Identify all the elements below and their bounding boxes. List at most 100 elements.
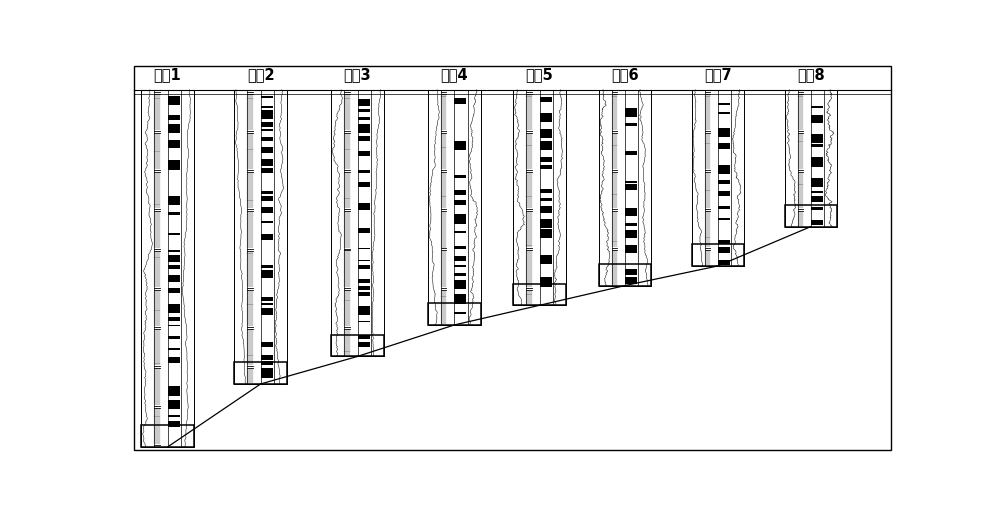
Bar — [168, 124, 180, 133]
Bar — [692, 89, 744, 266]
Bar — [625, 151, 637, 155]
Bar — [811, 207, 823, 210]
Bar — [454, 256, 466, 261]
Bar — [454, 214, 466, 224]
Bar — [811, 144, 823, 147]
Bar — [811, 106, 823, 108]
Bar — [454, 265, 466, 267]
Bar — [358, 136, 370, 141]
Bar — [331, 335, 384, 357]
Bar — [540, 189, 552, 193]
Bar — [261, 308, 273, 315]
Bar — [625, 277, 637, 285]
Bar — [358, 280, 370, 283]
Bar — [540, 165, 552, 169]
Bar — [261, 221, 273, 223]
Bar — [261, 97, 273, 98]
Bar — [454, 280, 466, 289]
Bar — [718, 128, 730, 137]
Bar — [785, 205, 837, 226]
Bar — [540, 229, 552, 239]
Text: 钒井1: 钒井1 — [154, 67, 182, 82]
Text: 钒井8: 钒井8 — [797, 67, 825, 82]
Bar — [261, 192, 273, 194]
Bar — [540, 219, 552, 228]
Bar — [718, 191, 730, 196]
Bar — [358, 109, 370, 112]
Bar — [358, 335, 370, 339]
Bar — [168, 233, 180, 235]
Bar — [358, 260, 370, 261]
Bar — [718, 260, 730, 265]
Bar — [785, 89, 837, 226]
Bar — [358, 307, 370, 315]
Bar — [599, 89, 651, 286]
Bar — [261, 122, 273, 127]
Bar — [261, 265, 273, 268]
Bar — [261, 235, 273, 240]
Bar — [454, 98, 466, 104]
Bar — [168, 415, 180, 417]
Bar — [454, 200, 466, 205]
Bar — [261, 110, 273, 119]
Bar — [168, 304, 180, 313]
Bar — [168, 275, 180, 283]
Bar — [625, 181, 637, 182]
Bar — [718, 240, 730, 244]
Bar — [261, 137, 273, 141]
Bar — [234, 89, 287, 384]
Bar — [358, 292, 370, 296]
Bar — [625, 230, 637, 239]
Bar — [261, 106, 273, 108]
Bar — [540, 198, 552, 201]
Bar — [168, 212, 180, 215]
Bar — [358, 117, 370, 120]
Bar — [141, 89, 194, 447]
Bar — [811, 178, 823, 187]
Bar — [168, 422, 180, 427]
Bar — [261, 361, 273, 365]
Text: 钒井5: 钒井5 — [526, 67, 554, 82]
Bar — [718, 218, 730, 220]
Bar — [540, 277, 552, 287]
Bar — [168, 336, 180, 339]
Bar — [168, 324, 180, 327]
Bar — [358, 265, 370, 269]
Bar — [261, 342, 273, 347]
Bar — [168, 400, 180, 409]
Bar — [513, 89, 566, 305]
Bar — [811, 196, 823, 202]
Bar — [540, 97, 552, 102]
Bar — [358, 182, 370, 187]
Bar — [454, 175, 466, 178]
Bar — [625, 269, 637, 275]
Bar — [168, 256, 180, 262]
Bar — [261, 270, 273, 277]
Bar — [454, 231, 466, 233]
Bar — [261, 297, 273, 301]
Bar — [811, 134, 823, 143]
Bar — [234, 362, 287, 384]
Bar — [625, 184, 637, 190]
Bar — [168, 265, 180, 269]
Bar — [168, 250, 180, 252]
Bar — [811, 220, 823, 225]
Bar — [718, 103, 730, 105]
Bar — [811, 115, 823, 123]
Text: 钒井2: 钒井2 — [247, 67, 274, 82]
Bar — [718, 205, 730, 209]
Bar — [261, 129, 273, 131]
Bar — [358, 170, 370, 173]
Bar — [261, 196, 273, 201]
Bar — [168, 196, 180, 205]
Bar — [261, 356, 273, 360]
Bar — [261, 147, 273, 153]
Bar — [168, 347, 180, 351]
Bar — [358, 202, 370, 210]
Bar — [454, 190, 466, 195]
Bar — [454, 312, 466, 314]
Bar — [454, 273, 466, 276]
Bar — [454, 246, 466, 249]
Text: 钒井3: 钒井3 — [344, 67, 371, 82]
Bar — [168, 115, 180, 120]
